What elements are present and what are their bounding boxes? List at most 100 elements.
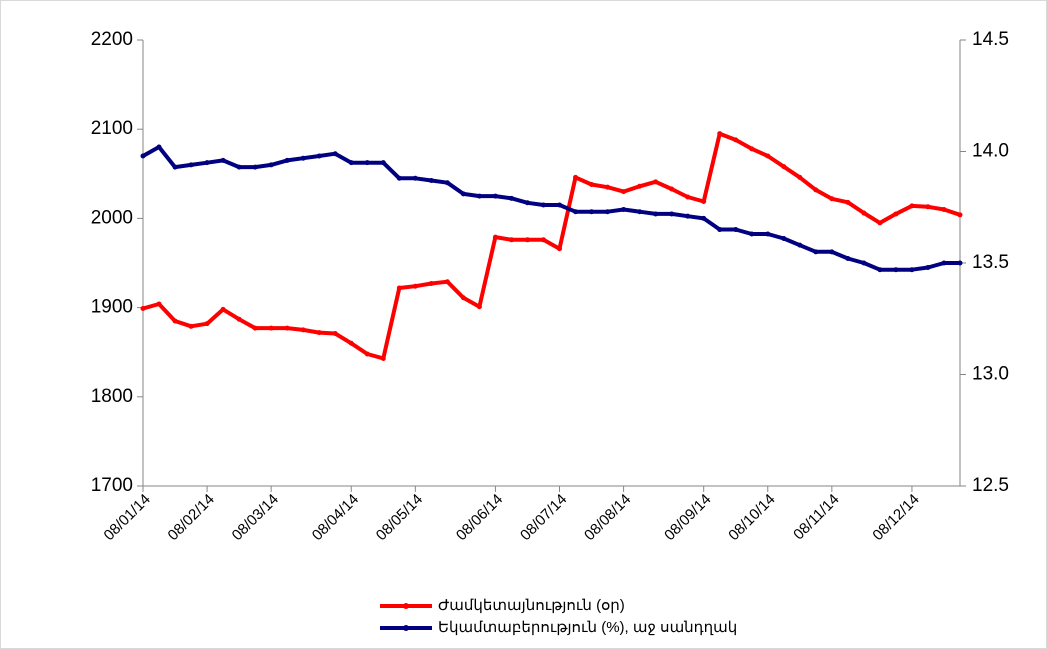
- point: [156, 144, 162, 150]
- point: [893, 211, 899, 217]
- point: [669, 211, 675, 217]
- point: [925, 264, 931, 270]
- point: [172, 318, 178, 324]
- point: [204, 160, 210, 166]
- legend-label: Եկամտաբերություն (%), աջ սանդղակ: [438, 619, 737, 636]
- point: [957, 260, 963, 266]
- point: [637, 183, 643, 189]
- point: [348, 160, 354, 166]
- point: [444, 180, 450, 186]
- point: [412, 283, 418, 289]
- point: [236, 316, 242, 322]
- point: [941, 260, 947, 266]
- y-tick-label: 2100: [91, 118, 133, 139]
- y-tick-label: 2200: [91, 29, 133, 50]
- point: [524, 237, 530, 243]
- point: [220, 157, 226, 163]
- point: [605, 184, 611, 190]
- point: [364, 351, 370, 357]
- y2-tick-label: 13.5: [972, 252, 1009, 273]
- point: [845, 199, 851, 205]
- point: [685, 194, 691, 200]
- point: [717, 227, 723, 233]
- point: [781, 164, 787, 170]
- point: [204, 321, 210, 327]
- point: [252, 325, 258, 331]
- point: [508, 237, 514, 243]
- point: [188, 323, 194, 329]
- legend-marker: [403, 625, 409, 631]
- series-line: [142, 131, 961, 361]
- y2-tick-label: 13.0: [972, 364, 1009, 385]
- point: [797, 242, 803, 248]
- point: [428, 281, 434, 287]
- point: [733, 227, 739, 233]
- point: [380, 160, 386, 166]
- point: [829, 249, 835, 255]
- point: [524, 200, 530, 206]
- point: [396, 285, 402, 291]
- point: [893, 267, 899, 273]
- point: [540, 237, 546, 243]
- point: [268, 162, 274, 168]
- point: [332, 330, 338, 336]
- point: [460, 191, 466, 197]
- point: [300, 155, 306, 161]
- y-tick-label: 1800: [91, 386, 133, 407]
- point: [845, 256, 851, 262]
- point: [172, 164, 178, 170]
- point: [781, 235, 787, 241]
- point: [589, 182, 595, 188]
- point: [829, 196, 835, 202]
- point: [589, 209, 595, 215]
- point: [877, 267, 883, 273]
- point: [140, 153, 146, 159]
- point: [813, 249, 819, 255]
- point: [332, 151, 338, 157]
- legend-marker: [403, 603, 409, 609]
- point: [765, 231, 771, 237]
- point: [300, 327, 306, 333]
- point: [492, 193, 498, 199]
- series-line: [142, 145, 960, 272]
- point: [316, 330, 322, 336]
- y-tick-label: 1900: [91, 297, 133, 318]
- point: [540, 202, 546, 208]
- point: [492, 234, 498, 240]
- y2-tick-label: 12.5: [972, 475, 1009, 496]
- point: [797, 174, 803, 180]
- point: [621, 206, 627, 212]
- point: [749, 231, 755, 237]
- point: [909, 267, 915, 273]
- point: [268, 325, 274, 331]
- point: [252, 164, 258, 170]
- point: [573, 174, 579, 180]
- point: [669, 186, 675, 192]
- point: [557, 202, 563, 208]
- point: [813, 187, 819, 193]
- point: [284, 325, 290, 331]
- point: [877, 220, 883, 226]
- point: [701, 215, 707, 221]
- point: [957, 212, 963, 218]
- point: [460, 295, 466, 301]
- point: [653, 179, 659, 185]
- point: [701, 198, 707, 204]
- point: [476, 304, 482, 310]
- point: [605, 209, 611, 215]
- point: [236, 164, 242, 170]
- point: [188, 162, 194, 168]
- point: [428, 177, 434, 183]
- point: [637, 209, 643, 215]
- legend-label: Ժամկետայնություն (օր): [438, 597, 625, 614]
- point: [444, 279, 450, 285]
- point: [909, 203, 915, 209]
- point: [364, 160, 370, 166]
- point: [573, 209, 579, 215]
- point: [925, 204, 931, 210]
- point: [861, 210, 867, 216]
- point: [749, 146, 755, 152]
- point: [653, 211, 659, 217]
